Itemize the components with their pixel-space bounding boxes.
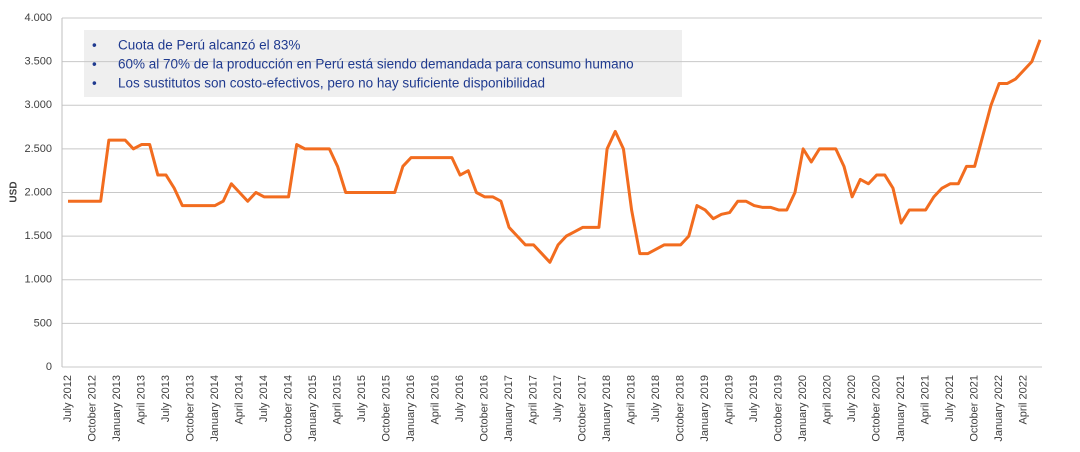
x-tick-label: April 2017 — [527, 375, 539, 425]
annotation: 60% al 70% de la producción en Perú está… — [118, 57, 634, 72]
annotation: Los sustitutos son costo-efectivos, pero… — [118, 76, 545, 91]
x-tick-label: April 2022 — [1018, 375, 1030, 425]
annotation-bullet: • — [92, 38, 97, 53]
x-tick-label: October 2015 — [380, 375, 392, 442]
x-tick-label: January 2015 — [307, 375, 319, 442]
x-tick-label: July 2012 — [62, 375, 74, 422]
x-tick-label: April 2013 — [135, 375, 147, 425]
x-tick-label: July 2020 — [846, 375, 858, 422]
x-tick-label: July 2016 — [454, 375, 466, 422]
x-tick-label: January 2013 — [111, 375, 123, 442]
x-tick-label: October 2018 — [675, 375, 687, 442]
line — [68, 39, 1042, 264]
annotation-bullet: • — [92, 57, 97, 72]
x-tick-label: April 2019 — [724, 375, 736, 425]
annotation-bullet: • — [92, 76, 97, 91]
x-tick-label: April 2020 — [822, 375, 834, 425]
x-tick-label: July 2021 — [944, 375, 956, 422]
x-tick-label: April 2015 — [331, 375, 343, 425]
x-tick-label: January 2022 — [993, 375, 1005, 442]
annotation-box — [84, 30, 682, 97]
x-tick-label: July 2018 — [650, 375, 662, 422]
y-axis-label: USD — [9, 181, 20, 202]
y-tick-label: 3.000 — [24, 99, 52, 111]
x-tick-label: April 2018 — [626, 375, 638, 425]
x-tick-label: October 2012 — [86, 375, 98, 442]
y-tick-label: 3.500 — [24, 56, 52, 68]
x-tick-label: July 2015 — [356, 375, 368, 422]
x-tick-label: April 2016 — [429, 375, 441, 425]
x-tick-label: July 2017 — [552, 375, 564, 422]
y-tick-label: 4.000 — [24, 12, 52, 24]
x-tick-label: July 2013 — [160, 375, 172, 422]
y-tick-label: 2.500 — [24, 143, 52, 155]
y-tick-label: 1.500 — [24, 230, 52, 242]
x-tick-label: October 2021 — [969, 375, 981, 442]
y-tick-label: 500 — [34, 317, 52, 329]
x-tick-label: October 2020 — [871, 375, 883, 442]
x-tick-label: October 2016 — [478, 375, 490, 442]
x-tick-label: January 2016 — [405, 375, 417, 442]
x-tick-label: October 2013 — [184, 375, 196, 442]
x-tick-label: January 2017 — [503, 375, 515, 442]
x-tick-label: April 2014 — [233, 375, 245, 425]
x-tick-label: January 2014 — [209, 375, 221, 442]
x-tick-label: October 2019 — [773, 375, 785, 442]
y-tick-label: 1.000 — [24, 274, 52, 286]
x-tick-label: January 2021 — [895, 375, 907, 442]
x-tick-label: April 2021 — [920, 375, 932, 425]
annotation: Cuota de Perú alcanzó el 83% — [118, 38, 300, 53]
x-tick-label: July 2019 — [748, 375, 760, 422]
x-tick-label: October 2014 — [282, 375, 294, 442]
y-tick-label: 0 — [46, 361, 52, 373]
x-tick-label: January 2019 — [699, 375, 711, 442]
x-tick-label: January 2018 — [601, 375, 613, 442]
y-tick-label: 2.000 — [24, 186, 52, 198]
x-tick-label: October 2017 — [576, 375, 588, 442]
x-tick-label: January 2020 — [797, 375, 809, 442]
x-tick-label: July 2014 — [258, 375, 270, 422]
